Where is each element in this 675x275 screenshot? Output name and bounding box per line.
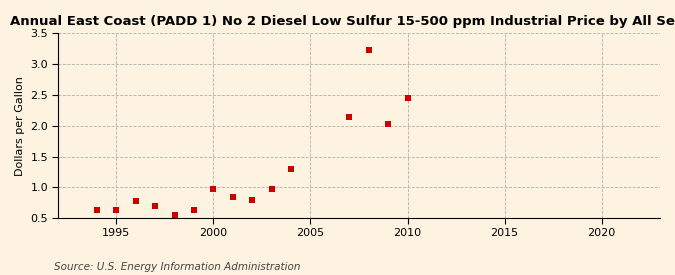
Text: Source: U.S. Energy Information Administration: Source: U.S. Energy Information Administ… (54, 262, 300, 272)
Point (402, 96, 413, 100)
Point (344, 114, 354, 119)
Point (130, 199, 141, 203)
Point (363, 48, 374, 52)
Point (227, 194, 238, 199)
Point (266, 186, 277, 191)
Point (208, 187, 219, 191)
Point (150, 204, 161, 208)
Point (383, 122, 394, 126)
Point (286, 167, 296, 171)
Y-axis label: Dollars per Gallon: Dollars per Gallon (15, 76, 25, 176)
Title: Annual East Coast (PADD 1) No 2 Diesel Low Sulfur 15-500 ppm Industrial Price by: Annual East Coast (PADD 1) No 2 Diesel L… (10, 15, 675, 28)
Point (169, 213, 180, 218)
Point (247, 197, 258, 202)
Point (92, 208, 103, 213)
Point (188, 208, 199, 213)
Point (111, 208, 122, 213)
